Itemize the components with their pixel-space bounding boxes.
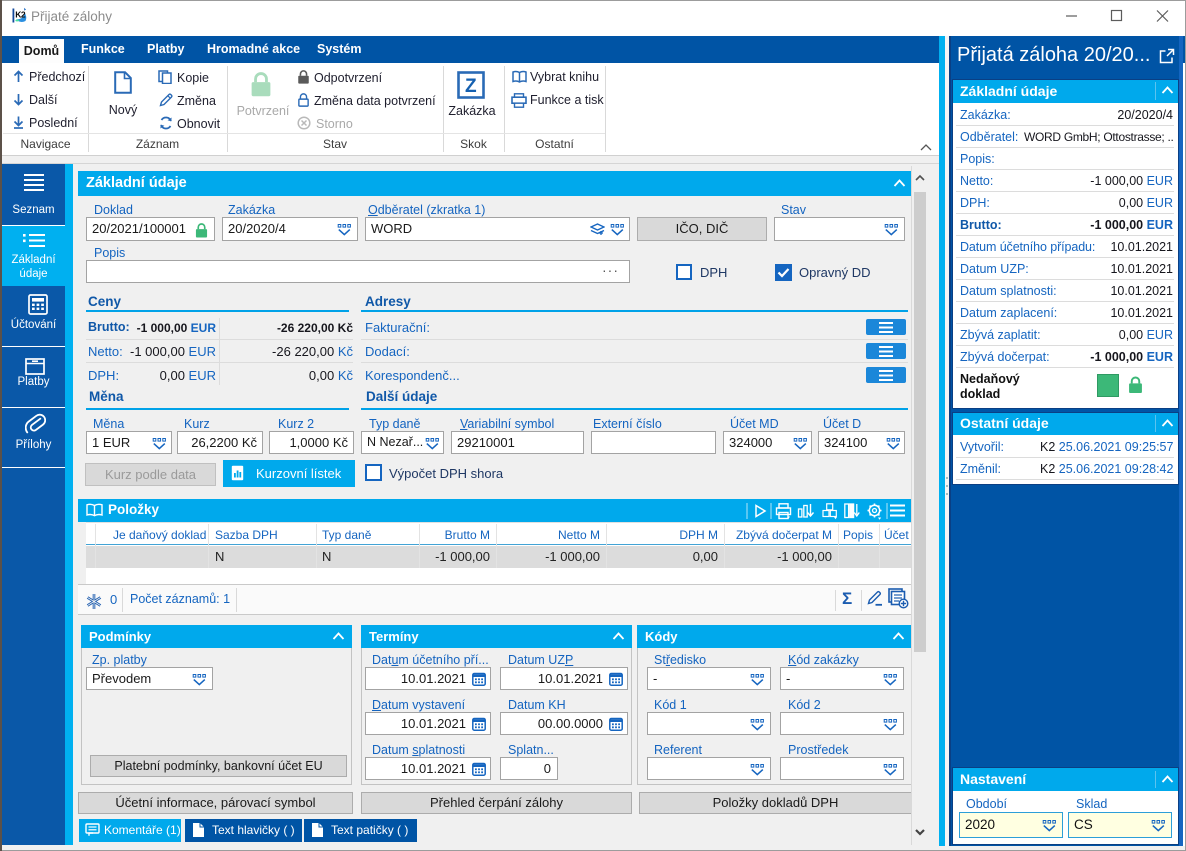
svg-text:K2: K2 — [15, 10, 26, 20]
svg-text:Z: Z — [465, 76, 477, 97]
